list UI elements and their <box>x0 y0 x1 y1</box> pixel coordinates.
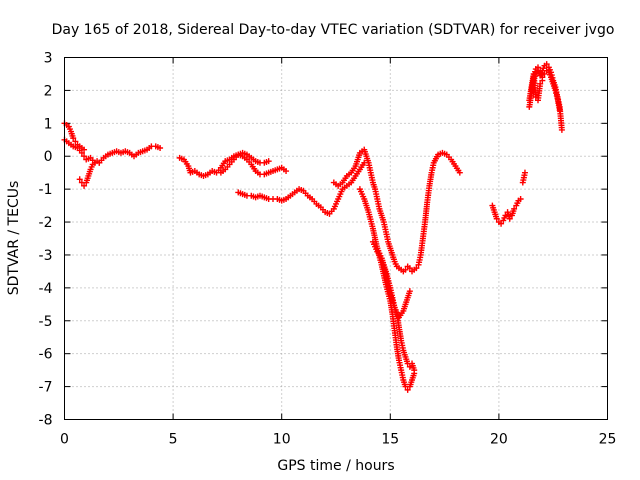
data-point <box>81 153 88 160</box>
data-point <box>70 135 77 142</box>
data-point <box>493 215 500 222</box>
data-point <box>402 266 409 273</box>
data-point <box>498 220 505 227</box>
data-point <box>411 367 418 374</box>
x-tick-label: 25 <box>599 432 617 448</box>
y-tick-label: -2 <box>39 215 53 231</box>
x-tick-label: 10 <box>273 432 291 448</box>
data-point <box>534 64 541 71</box>
data-point <box>511 205 518 212</box>
data-point <box>283 168 290 175</box>
data-point <box>506 215 513 222</box>
y-tick-label: -5 <box>39 314 53 330</box>
y-tick-label: -8 <box>39 413 53 429</box>
y-tick-label: 3 <box>44 51 53 67</box>
chart-title: Day 165 of 2018, Sidereal Day-to-day VTE… <box>52 22 615 38</box>
x-axis-label: GPS time / hours <box>277 458 394 474</box>
data-point <box>157 145 164 151</box>
data-point <box>406 363 413 370</box>
data-point <box>552 87 559 94</box>
y-tick-label: 1 <box>44 116 53 132</box>
data-point <box>78 149 85 156</box>
plot-frame <box>64 57 608 420</box>
data-point <box>517 196 524 203</box>
data-point <box>541 70 548 77</box>
data-point <box>72 138 79 145</box>
data-point <box>81 146 88 153</box>
y-tick-label: -1 <box>39 182 53 198</box>
data-point <box>404 386 411 393</box>
data-points <box>61 61 565 393</box>
data-point <box>265 158 272 165</box>
y-tick-label: -4 <box>39 281 53 297</box>
data-point <box>543 61 550 68</box>
y-axis-label: SDTVAR / TECUs <box>6 181 22 296</box>
axis-ticks <box>64 57 608 420</box>
data-point <box>96 159 103 166</box>
y-tick-label: 2 <box>44 83 53 99</box>
data-point <box>502 212 509 219</box>
x-tick-label: 5 <box>169 432 178 448</box>
data-point <box>456 169 463 176</box>
x-tick-label: 0 <box>60 432 69 448</box>
y-tick-label: -7 <box>39 380 53 396</box>
data-point <box>406 288 413 295</box>
y-tick-label: 0 <box>44 149 53 165</box>
data-point <box>521 169 528 176</box>
data-point-fill <box>553 92 560 99</box>
data-point <box>76 176 83 183</box>
data-point-fill <box>553 90 560 97</box>
y-tick-label: -6 <box>39 347 53 363</box>
tick-labels: 0 5 10 15 20 25 -8 -7 -6 -5 -4 -3 -2 -1 0 1 2 3 <box>39 51 617 448</box>
data-point <box>413 265 420 272</box>
grid-lines <box>64 57 608 420</box>
data-point <box>537 80 544 87</box>
data-point <box>558 126 565 133</box>
data-point <box>406 265 413 272</box>
x-tick-label: 20 <box>490 432 508 448</box>
data-point <box>556 107 563 114</box>
x-tick-label: 15 <box>381 432 399 448</box>
y-tick-label: -3 <box>39 248 53 264</box>
data-point <box>539 77 546 84</box>
data-point <box>81 182 88 189</box>
